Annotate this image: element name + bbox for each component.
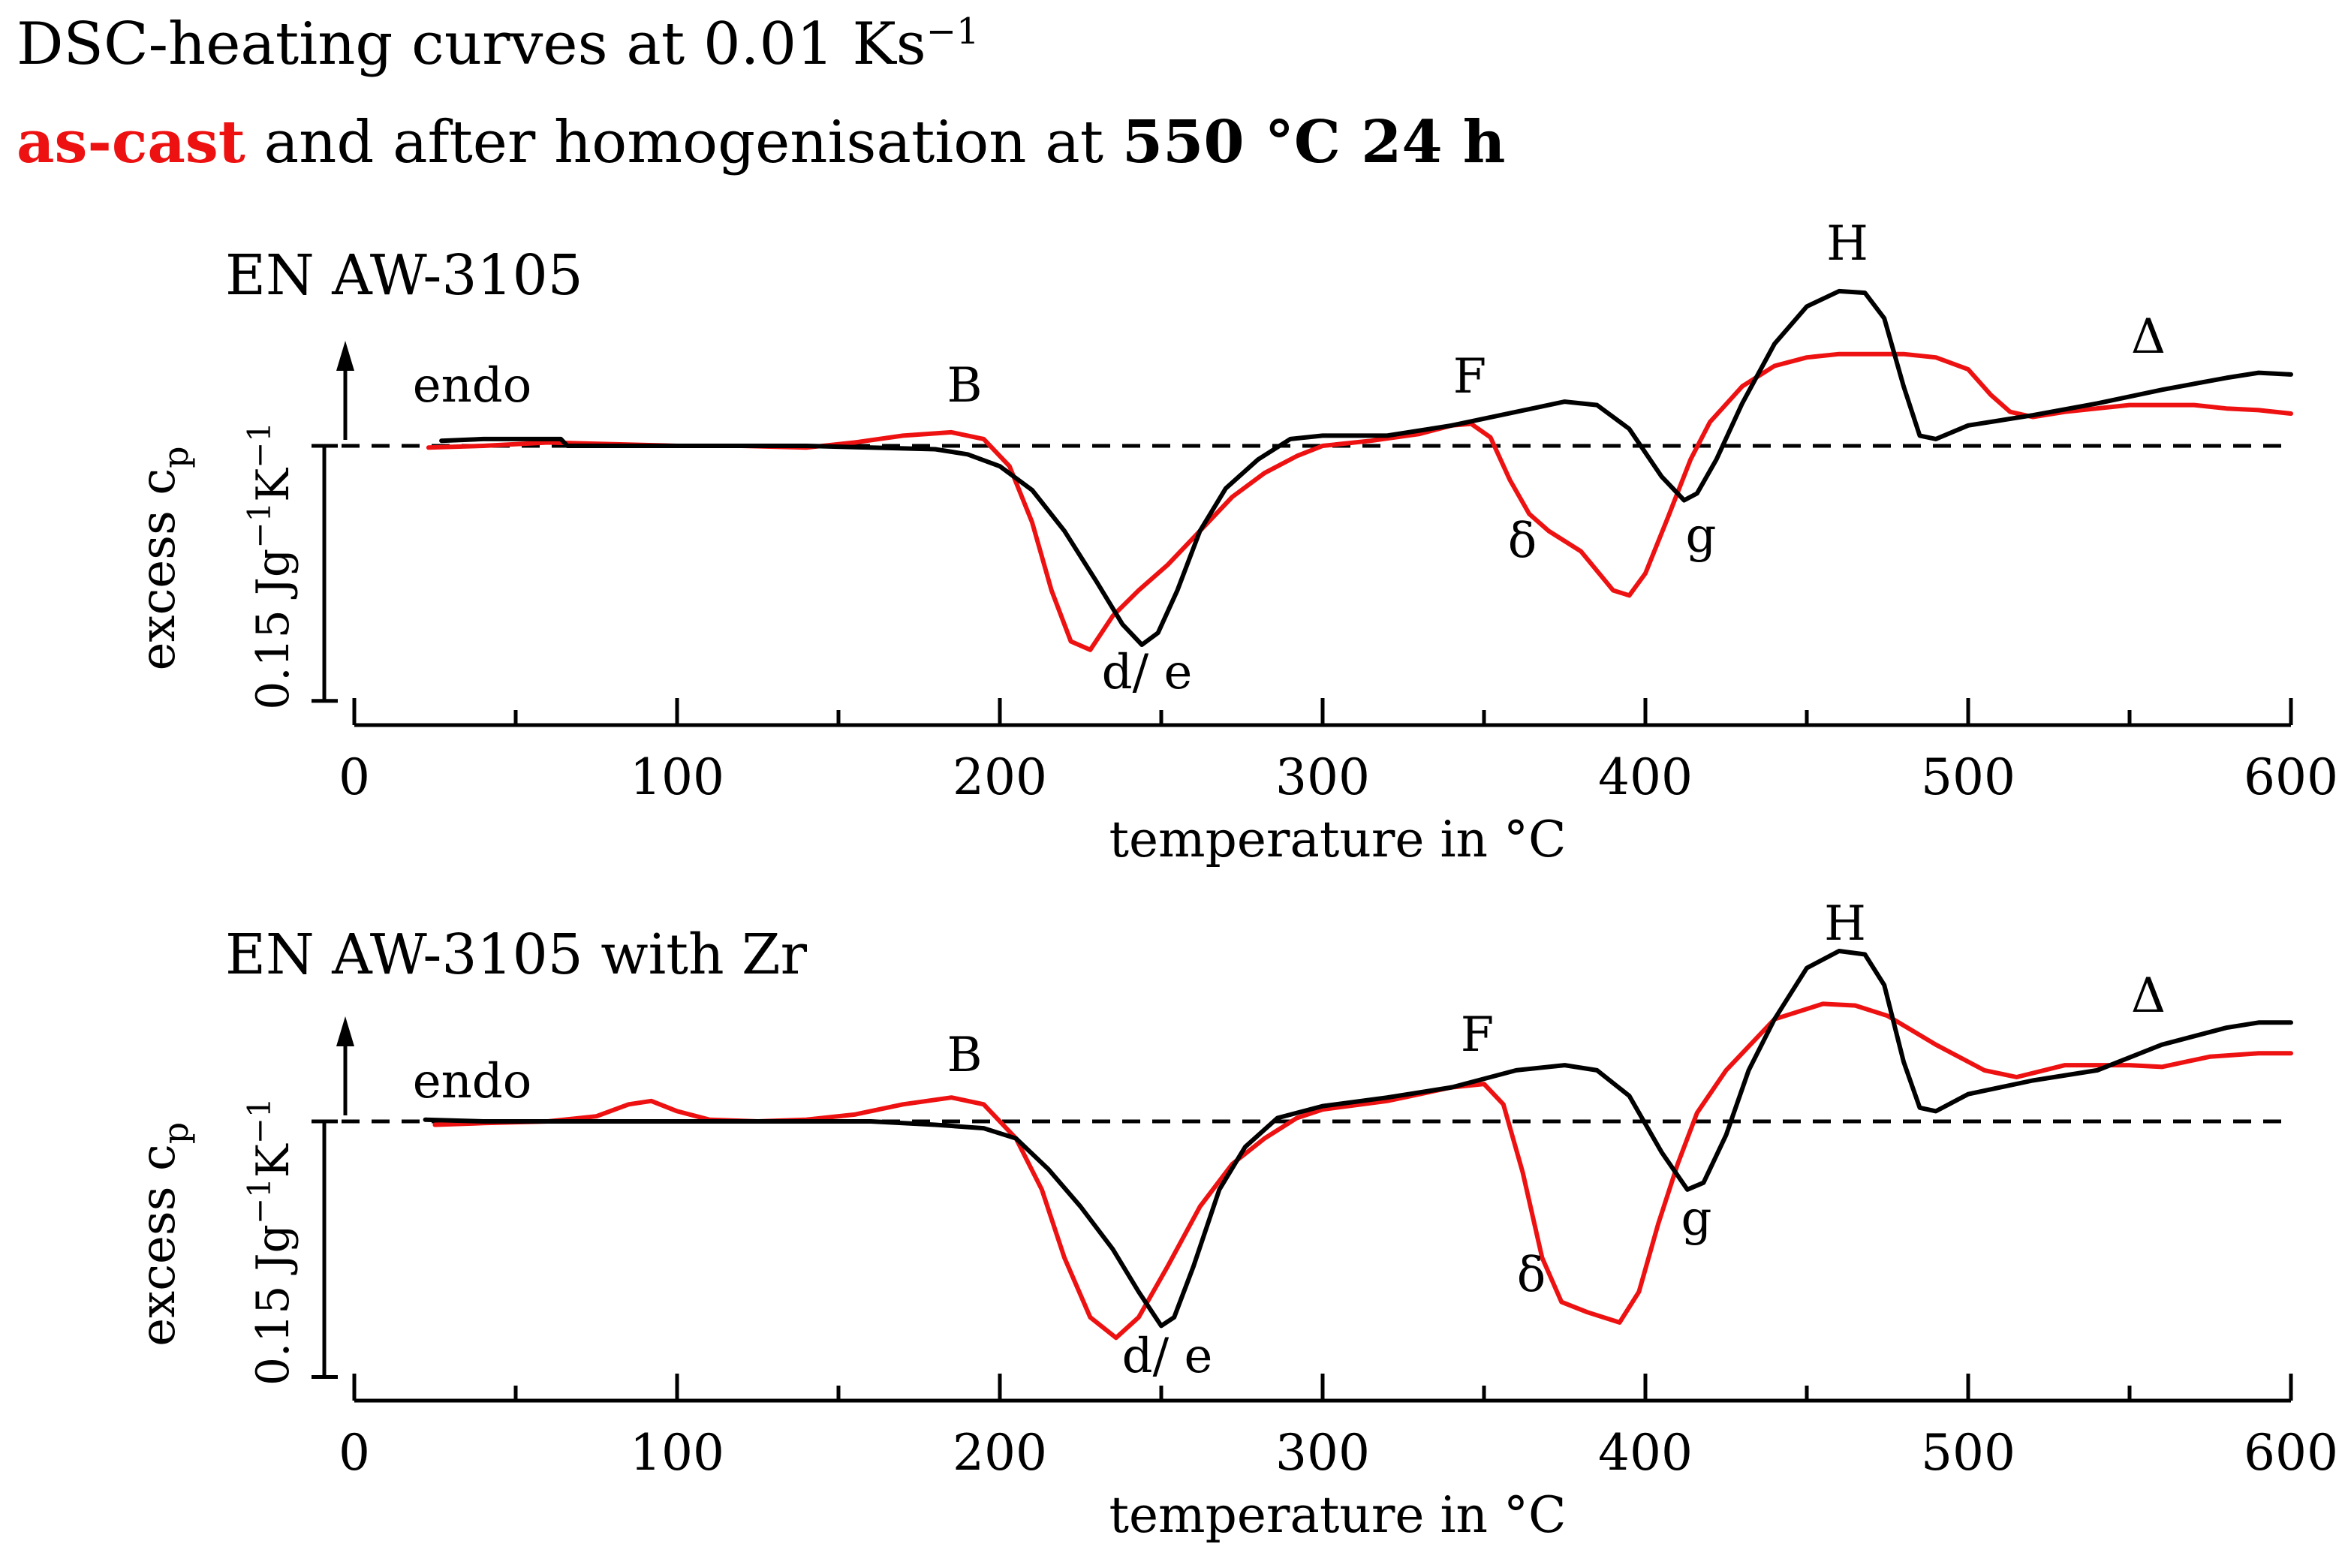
- figure-title-text: DSC-heating curves at 0.01 Ks: [17, 11, 926, 78]
- subtitle-as-cast: as-cast: [17, 108, 245, 176]
- panel-title: EN AW-3105 with Zr: [225, 922, 808, 987]
- peak-label: δ: [1508, 513, 1537, 569]
- x-tick-label: 400: [1598, 748, 1693, 806]
- x-tick-label: 100: [630, 748, 724, 806]
- scale-label-sup1: −1: [241, 1178, 278, 1224]
- y-axis-label-text: excess c: [131, 1144, 186, 1347]
- x-axis-title: temperature in °C: [1109, 1486, 1566, 1544]
- panel-title: EN AW-3105: [225, 243, 583, 308]
- x-tick-label: 100: [630, 1424, 724, 1482]
- peak-label: endo: [413, 358, 532, 414]
- subtitle-homogenisation: 550 °C 24 h: [1121, 108, 1506, 176]
- figure-title-superscript: −1: [926, 11, 980, 53]
- x-tick-label: 600: [2244, 1424, 2338, 1482]
- y-axis-label-text: excess c: [131, 468, 186, 671]
- figure-subtitle: as-cast and after homogenisation at 550 …: [17, 108, 1506, 176]
- peak-label: δ: [1517, 1247, 1546, 1303]
- as-cast-curve: [432, 1001, 2293, 1341]
- as-cast-curve: [426, 351, 2293, 652]
- subtitle-middle: and after homogenisation at: [245, 109, 1122, 176]
- x-tick-label: 300: [1275, 1424, 1370, 1482]
- y-axis-label: excess cp: [131, 1122, 196, 1347]
- scale-label-mid: K: [247, 468, 300, 502]
- scale-label: 0.15 Jg−1K−1: [241, 422, 300, 710]
- x-tick-label: 200: [953, 1424, 1047, 1482]
- peak-label: H: [1824, 896, 1866, 952]
- x-tick-label: 500: [1921, 748, 2015, 806]
- peak-label: Δ: [2131, 968, 2166, 1024]
- x-tick-label: 400: [1598, 1424, 1693, 1482]
- scale-label-text: 0.15 Jg: [247, 1224, 300, 1386]
- x-tick-label: 600: [2244, 748, 2338, 806]
- peak-label: B: [947, 358, 982, 414]
- peak-label: F: [1461, 1007, 1494, 1063]
- x-tick-label: 0: [339, 748, 370, 806]
- figure-title: DSC-heating curves at 0.01 Ks−1: [17, 11, 980, 78]
- y-axis-label-subscript: p: [155, 446, 196, 468]
- y-axis-label: excess cp: [131, 446, 196, 670]
- homogenised-curve: [423, 949, 2293, 1329]
- scale-label-sup2: −1: [241, 422, 278, 468]
- peak-label: H: [1826, 216, 1868, 272]
- scale-label-text: 0.15 Jg: [247, 549, 300, 710]
- peak-label: F: [1453, 349, 1486, 405]
- scale-label-sup2: −1: [241, 1097, 278, 1144]
- homogenised-curve: [439, 288, 2293, 647]
- x-tick-label: 0: [339, 1424, 370, 1482]
- scale-label-mid: K: [247, 1143, 300, 1178]
- y-axis-label-subscript: p: [155, 1122, 196, 1144]
- scale-label: 0.15 Jg−1K−1: [241, 1097, 300, 1386]
- x-tick-label: 500: [1921, 1424, 2015, 1482]
- peak-label: g: [1686, 508, 1717, 564]
- endo-arrow-head: [336, 1016, 354, 1046]
- peak-label: Δ: [2131, 309, 2166, 365]
- endo-arrow-head: [336, 341, 354, 371]
- scale-label-sup1: −1: [241, 502, 278, 549]
- peak-label: g: [1681, 1191, 1712, 1247]
- x-tick-label: 300: [1275, 748, 1370, 806]
- peak-label: B: [947, 1028, 982, 1083]
- x-tick-label: 200: [953, 748, 1047, 806]
- peak-label: d/ e: [1102, 645, 1193, 700]
- peak-label: endo: [413, 1054, 532, 1109]
- peak-label: d/ e: [1122, 1329, 1213, 1384]
- x-axis-title: temperature in °C: [1109, 811, 1566, 868]
